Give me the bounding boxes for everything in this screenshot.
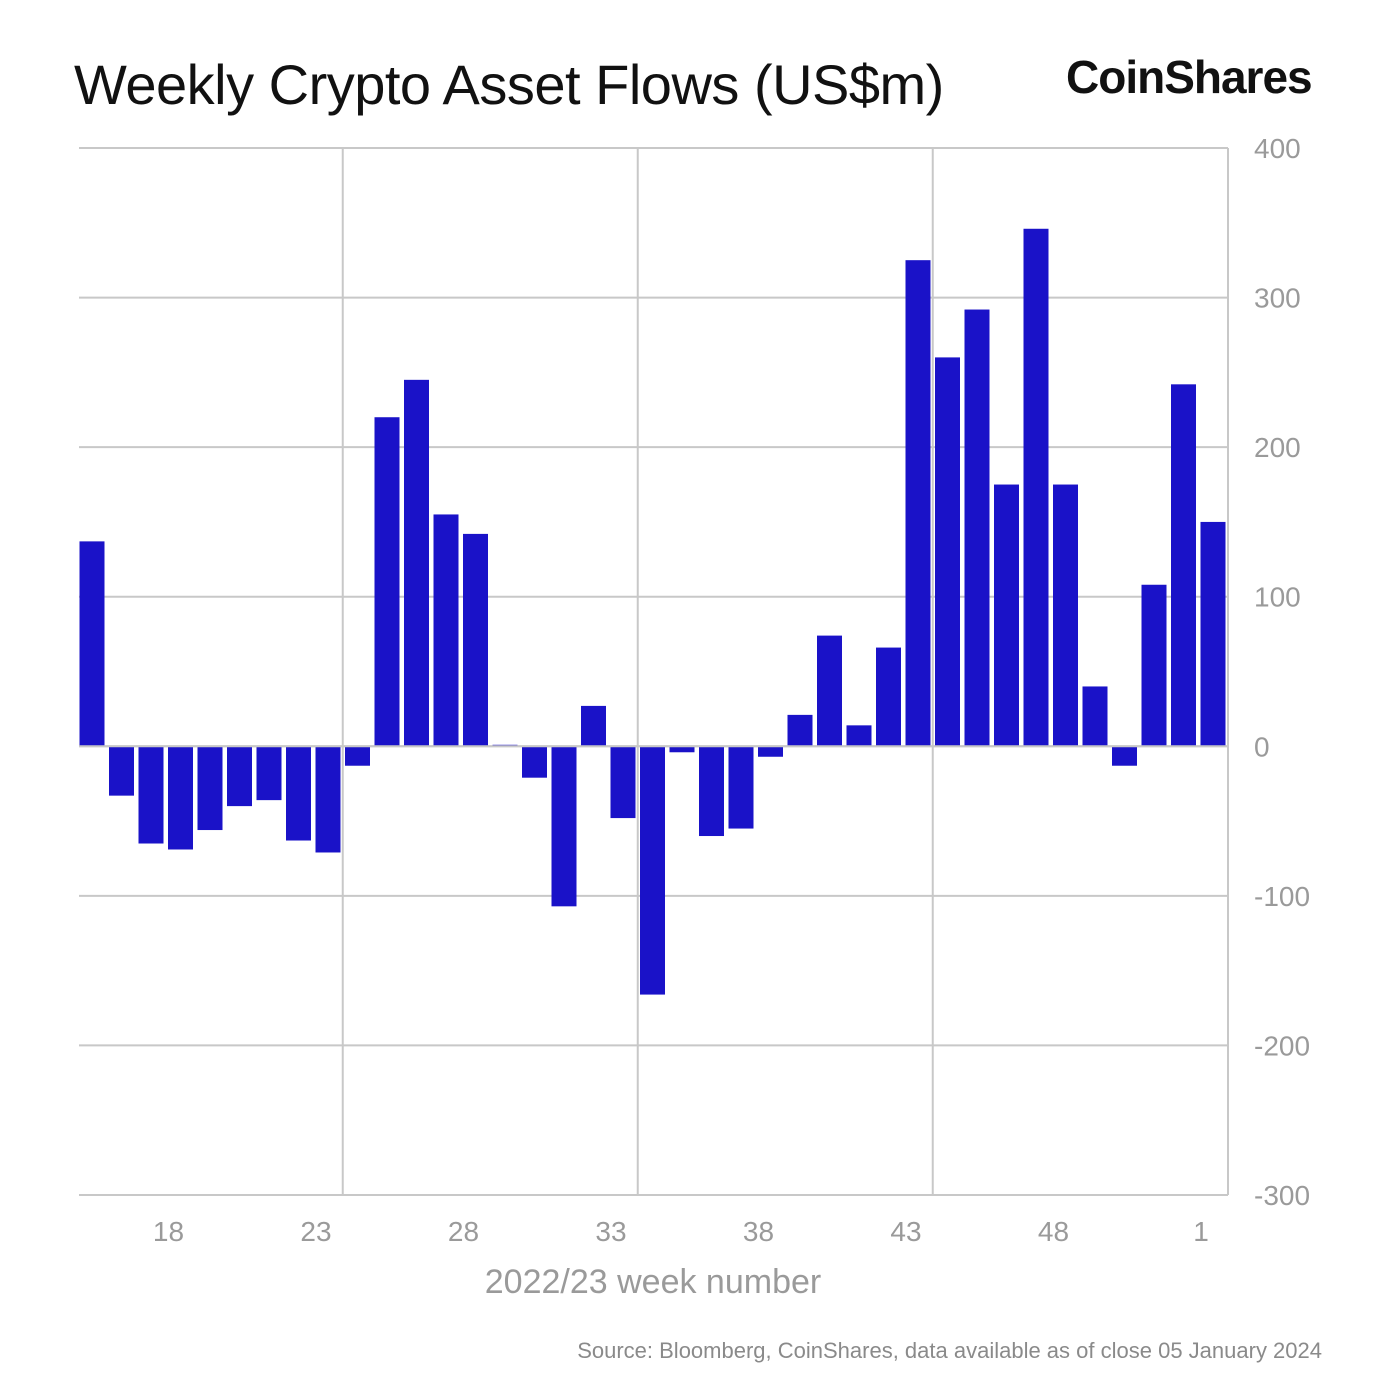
bar-week-28 (463, 533, 488, 747)
x-tick-label-43: 43 (890, 1216, 921, 1247)
bar-week-46 (994, 484, 1019, 747)
bar-week-49 (1082, 686, 1108, 747)
bar-week-27 (433, 514, 459, 747)
bar-week-36 (699, 746, 724, 837)
y-tick-label-400: 400 (1254, 133, 1301, 164)
y-tick-label-200: 200 (1254, 432, 1301, 463)
bar-week-16 (109, 746, 134, 796)
bar-week-47 (1023, 228, 1049, 747)
x-axis-label: 2022/23 week number (485, 1263, 821, 1301)
bar-week-21 (256, 746, 282, 801)
y-tick-label-300: 300 (1254, 283, 1301, 314)
bar-week-31 (551, 746, 577, 907)
bar-week-17 (138, 746, 164, 844)
bar-week-39 (787, 714, 813, 747)
coinshares-logo: CoinShares (1066, 51, 1313, 103)
y-axis-tick-labels: 400 300 200 100 0 -100 -200 -300 (1254, 133, 1310, 1211)
bar-week-44 (935, 357, 960, 747)
y-tick-label-0: 0 (1254, 731, 1270, 762)
y-tick-label-100: 100 (1254, 582, 1301, 613)
x-tick-label-23: 23 (300, 1216, 331, 1247)
x-axis-tick-labels: 18 23 28 33 38 43 48 1 (153, 1216, 1209, 1247)
bar-series (79, 228, 1226, 995)
bar-week-26 (404, 379, 429, 747)
bar-week-35 (669, 746, 695, 753)
bar-week-37 (728, 746, 754, 829)
bar-week-23 (315, 746, 341, 853)
bar-week-24 (345, 746, 370, 766)
source-note: Source: Bloomberg, CoinShares, data avai… (577, 1338, 1322, 1363)
bar-week-25 (374, 417, 400, 747)
bar-week-19 (197, 746, 223, 831)
x-tick-label-28: 28 (448, 1216, 479, 1247)
y-tick-label--300: -300 (1254, 1180, 1310, 1211)
bar-week-43 (905, 260, 931, 747)
y-tick-label--200: -200 (1254, 1030, 1310, 1061)
bar-week-45 (964, 309, 990, 747)
bar-week-34 (640, 746, 665, 995)
bar-week-15 (79, 541, 105, 747)
bar-week-18 (168, 746, 193, 850)
x-tick-label-18: 18 (153, 1216, 184, 1247)
bar-week-51 (1141, 584, 1167, 747)
x-tick-label-1: 1 (1193, 1216, 1209, 1247)
bar-week-38 (758, 746, 783, 757)
bar-week-48 (1053, 484, 1078, 747)
bar-week-42 (876, 647, 901, 747)
bar-week-22 (286, 746, 311, 841)
bar-week-20 (227, 746, 252, 807)
bar-week-30 (522, 746, 547, 778)
bar-week-40 (817, 635, 842, 747)
bar-week-32 (581, 705, 606, 747)
x-tick-label-38: 38 (743, 1216, 774, 1247)
bar-week-1 (1200, 521, 1226, 747)
bar-week-33 (610, 746, 636, 819)
bar-week-50 (1112, 746, 1137, 766)
bar-week-41 (846, 725, 872, 747)
x-tick-label-48: 48 (1038, 1216, 1069, 1247)
chart-title: Weekly Crypto Asset Flows (US$m) (74, 53, 944, 116)
y-tick-label--100: -100 (1254, 881, 1310, 912)
bar-week-52 (1171, 384, 1196, 747)
x-tick-label-33: 33 (595, 1216, 626, 1247)
vertical-gridlines (341, 148, 1229, 1195)
